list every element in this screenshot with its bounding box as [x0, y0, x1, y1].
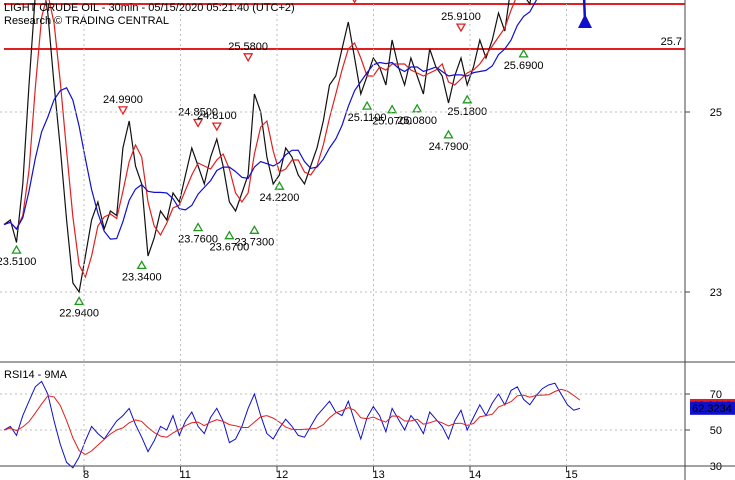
rsi-y-tick-label: 70: [710, 389, 722, 401]
rsi-line: [3, 380, 581, 469]
low-marker: [224, 230, 235, 240]
rsi-title: RSI14 - 9MA: [4, 369, 68, 381]
high-label: 25.5800: [228, 41, 268, 53]
high-label: 24.9900: [103, 94, 143, 106]
low-label: 23.3400: [122, 271, 162, 283]
low-marker: [11, 244, 22, 254]
level-label: 25.7: [661, 36, 682, 48]
low-label: 23.7300: [235, 236, 275, 248]
high-marker: [455, 23, 467, 33]
low-label: 25.0800: [397, 115, 437, 127]
low-marker: [249, 224, 260, 234]
low-label: 25.6900: [504, 60, 544, 72]
y-tick-label: 23: [710, 287, 722, 299]
x-tick-label: 14: [469, 469, 481, 480]
price-panel: 28.5527.9526.7526.225.726.740023.510022.…: [0, 0, 685, 319]
chart-subtitle: Research © TRADING CENTRAL: [4, 15, 169, 27]
rsi-tag-bg: [690, 401, 735, 415]
chart-title: LIGHT CRUDE OIL - 30min - 05/15/2020 05:…: [4, 2, 295, 14]
low-marker: [386, 104, 398, 114]
rsi-tag-label: 62.3234: [692, 403, 732, 415]
low-label: 25.1100: [348, 112, 387, 124]
high-label: 24.8500: [178, 107, 218, 119]
high-marker: [117, 106, 129, 116]
low-marker: [462, 94, 473, 104]
x-tick-label: 12: [276, 469, 288, 480]
high-marker: [192, 118, 204, 128]
projection-arrow-head: [578, 14, 592, 28]
low-marker: [443, 129, 454, 139]
level-label: 26.2: [661, 0, 682, 3]
low-label: 23.6700: [209, 242, 249, 254]
x-tick-label: 11: [180, 469, 191, 480]
fast-ma-line: [3, 0, 516, 279]
x-tick-label: 13: [373, 469, 385, 480]
low-label: 23.7600: [178, 234, 218, 246]
slow-ma-line: [3, 0, 538, 240]
y-tick-label: 25: [710, 107, 722, 119]
low-marker: [192, 222, 204, 232]
high-label: 25.9100: [441, 11, 481, 23]
low-label: 22.9400: [59, 307, 99, 319]
low-label: 23.5100: [0, 256, 36, 268]
high-marker: [211, 122, 222, 132]
low-marker: [73, 296, 85, 306]
low-label: 25.1800: [447, 106, 487, 118]
price-series-line: [3, 0, 532, 294]
low-label: 25.0700: [372, 116, 412, 128]
low-marker: [518, 48, 529, 58]
low-marker: [361, 100, 373, 110]
x-tick-label: 8: [83, 469, 89, 480]
x-tick-label: 15: [566, 469, 578, 480]
low-label: 24.2200: [260, 192, 300, 204]
low-label: 24.7900: [429, 141, 469, 153]
high-marker: [243, 53, 254, 63]
rsi-y-tick-label: 30: [710, 461, 722, 473]
rsi-ma-line: [3, 388, 581, 456]
high-label: 24.8100: [197, 110, 237, 122]
low-marker: [412, 103, 423, 113]
low-marker: [136, 260, 147, 270]
rsi-y-tick-label: 50: [710, 425, 722, 437]
